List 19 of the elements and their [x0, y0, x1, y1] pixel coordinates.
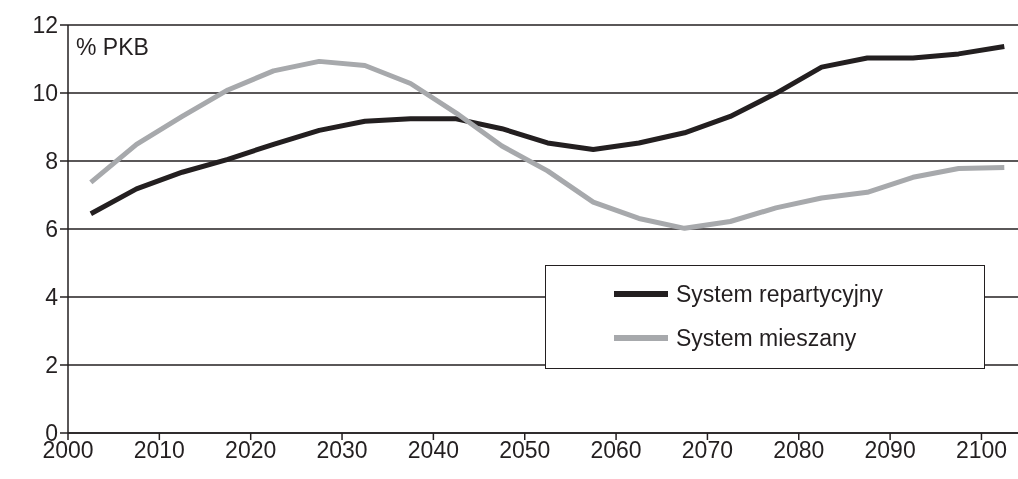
- y-tick-label: 2: [45, 352, 58, 379]
- x-tick-label: 2100: [955, 437, 1008, 464]
- y-tick-label: 4: [45, 284, 59, 311]
- legend-label: System repartycyjny: [676, 280, 884, 308]
- x-tick-label: 2080: [773, 437, 825, 464]
- x-tick-label: 2050: [499, 437, 551, 464]
- y-tick-label: 6: [45, 216, 58, 243]
- legend-label: System mieszany: [676, 324, 857, 352]
- x-tick-label: 2040: [407, 437, 459, 464]
- x-tick-label: 2060: [590, 437, 642, 464]
- x-tick-label: 2090: [864, 437, 916, 464]
- x-tick-label: 2010: [133, 437, 185, 464]
- x-tick-label: 2020: [225, 437, 277, 464]
- y-tick-label: 12: [32, 12, 58, 39]
- y-axis-title: % PKB: [76, 34, 149, 61]
- y-tick-label: 10: [32, 80, 58, 107]
- x-tick-label: 2070: [681, 437, 734, 464]
- x-tick-label: 2030: [316, 437, 368, 464]
- y-tick-label: 8: [45, 148, 58, 175]
